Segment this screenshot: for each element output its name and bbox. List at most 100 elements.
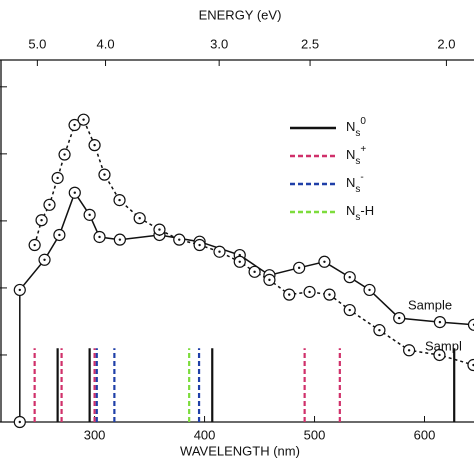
- marker-dot: [118, 238, 122, 241]
- marker: [343, 271, 356, 284]
- marker: [363, 283, 376, 297]
- marker: [83, 208, 96, 221]
- marker: [93, 230, 106, 244]
- marker-dot: [308, 290, 311, 294]
- marker: [318, 255, 331, 268]
- marker-dot: [73, 123, 76, 127]
- marker: [323, 288, 336, 301]
- x2-axis-title: ENERGY (eV): [199, 7, 282, 22]
- marker-dot: [323, 260, 326, 263]
- marker: [403, 344, 416, 357]
- marker-dot: [33, 243, 36, 247]
- marker-dot: [93, 143, 96, 147]
- marker-dot: [138, 217, 141, 220]
- marker: [51, 171, 64, 185]
- x2-tick-label: 5.0: [28, 36, 46, 51]
- marker: [433, 316, 447, 329]
- marker: [58, 148, 71, 161]
- marker: [263, 273, 276, 286]
- marker-dot: [98, 235, 101, 239]
- marker: [77, 113, 90, 126]
- marker-dot: [73, 191, 76, 194]
- marker: [43, 198, 56, 211]
- series-line: [19, 191, 474, 422]
- x-tick-label: 500: [304, 427, 326, 442]
- marker-dot: [348, 308, 351, 312]
- marker-dot: [268, 278, 271, 282]
- marker: [193, 238, 206, 252]
- marker: [88, 139, 101, 152]
- marker: [467, 358, 474, 372]
- marker-dot: [43, 258, 46, 261]
- marker-dot: [328, 293, 331, 296]
- marker: [53, 228, 66, 242]
- legend-label: Ns+: [346, 144, 366, 167]
- marker-dot: [82, 118, 85, 121]
- marker-dot: [288, 293, 291, 296]
- x2-tick-label: 3.0: [210, 36, 228, 51]
- marker-dot: [88, 213, 91, 217]
- x2-tick-label: 2.5: [301, 36, 319, 51]
- marker: [373, 324, 386, 337]
- x-tick-label: 600: [414, 427, 436, 442]
- marker: [35, 214, 48, 227]
- marker-dot: [56, 176, 59, 180]
- marker: [133, 212, 146, 225]
- legend-label: Ns-H: [346, 203, 374, 222]
- marker: [153, 223, 166, 236]
- marker-dot: [48, 203, 51, 206]
- marker: [98, 168, 111, 181]
- marker-dot: [118, 198, 121, 202]
- x2-tick-label: 4.0: [96, 36, 114, 51]
- marker: [28, 238, 41, 252]
- marker-dot: [103, 173, 106, 176]
- marker-dot: [58, 233, 61, 237]
- marker-dot: [198, 243, 201, 247]
- marker: [38, 253, 51, 266]
- marker-dot: [438, 353, 441, 357]
- marker-dot: [238, 260, 241, 263]
- marker-ring: [467, 358, 474, 372]
- marker-dot: [407, 349, 411, 352]
- marker-dot: [253, 270, 256, 274]
- legend-label: Ns0: [346, 116, 366, 139]
- marker: [173, 233, 186, 246]
- marker: [213, 245, 226, 258]
- x-tick-label: 400: [194, 427, 216, 442]
- marker: [233, 255, 246, 268]
- marker-dot: [158, 228, 161, 231]
- marker: [248, 265, 261, 278]
- marker: [113, 233, 126, 246]
- marker-dot: [378, 328, 381, 332]
- x-axis-title: WAVELENGTH (nm): [180, 443, 300, 458]
- series-label: Sampl: [425, 338, 462, 353]
- x2-tick-label: 2.0: [437, 36, 455, 51]
- x-tick-label: 300: [84, 427, 106, 442]
- marker-ring: [467, 318, 474, 331]
- marker-dot: [368, 288, 371, 292]
- marker-dot: [40, 219, 43, 222]
- marker: [303, 285, 316, 299]
- legend-label: Ns-: [346, 172, 364, 195]
- marker-dot: [348, 276, 351, 279]
- marker-dot: [238, 253, 241, 257]
- marker-dot: [63, 153, 66, 156]
- marker-dot: [438, 320, 442, 324]
- marker: [113, 194, 126, 207]
- marker-dot: [398, 316, 401, 320]
- marker: [393, 311, 406, 325]
- marker-dot: [18, 288, 21, 292]
- series-line: [33, 118, 474, 366]
- marker-dot: [297, 266, 301, 270]
- marker: [343, 303, 356, 317]
- marker: [467, 318, 474, 331]
- marker: [293, 261, 306, 274]
- marker: [68, 118, 81, 132]
- series-label: Sample: [408, 297, 452, 312]
- marker-dot: [18, 420, 21, 424]
- marker-dot: [218, 250, 221, 253]
- marker: [433, 348, 446, 362]
- marker-dot: [178, 238, 181, 241]
- marker: [13, 283, 26, 297]
